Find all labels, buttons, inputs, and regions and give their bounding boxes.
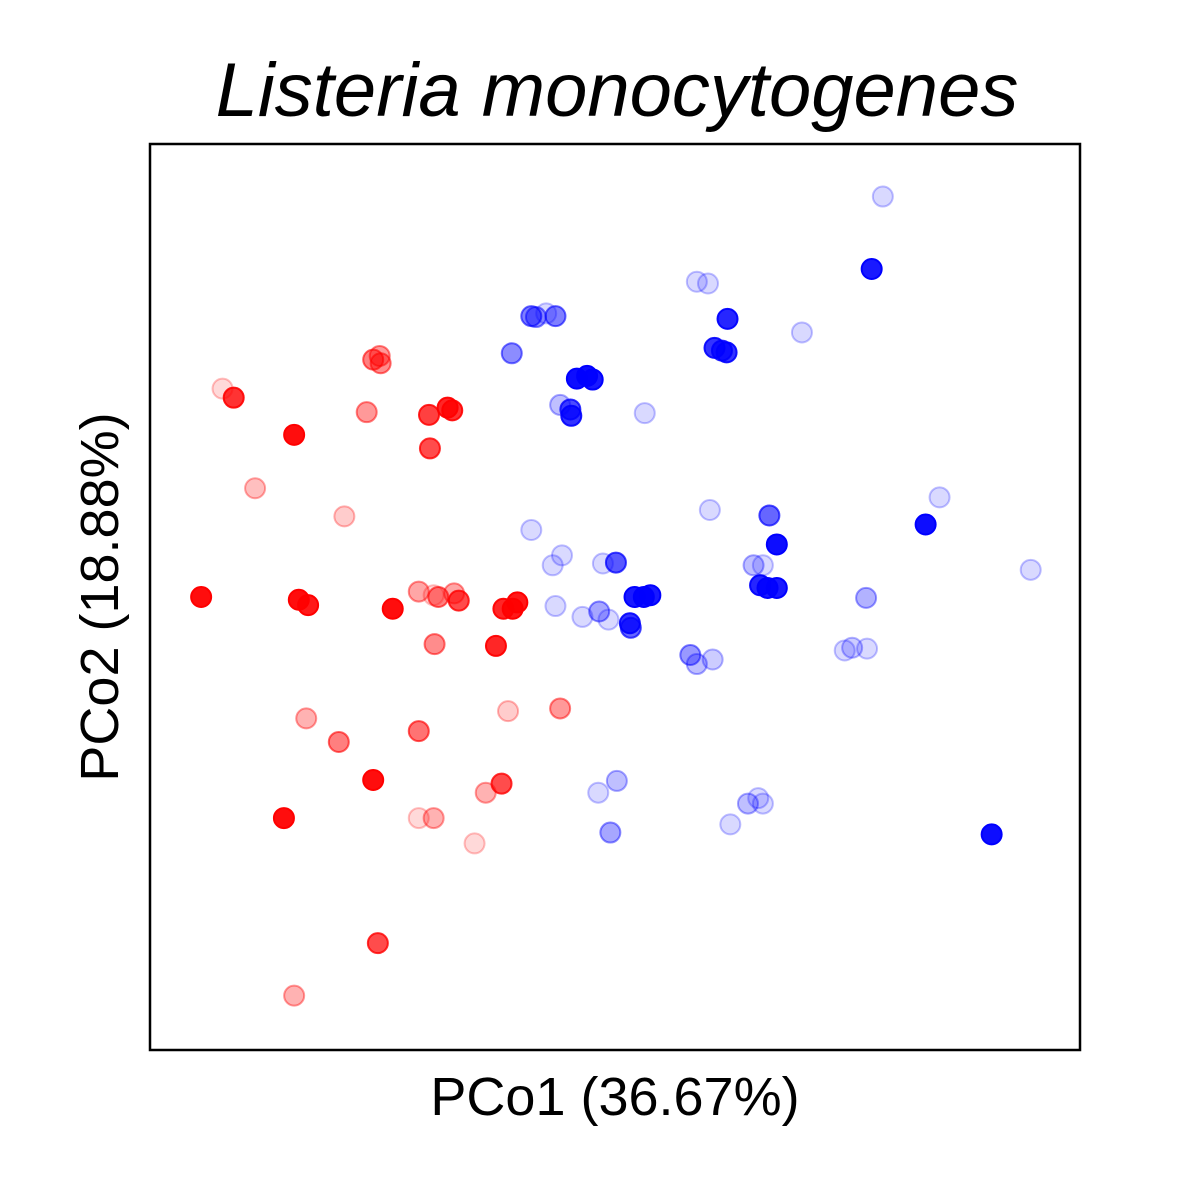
scatter-point <box>701 648 724 671</box>
scatter-point <box>297 594 320 617</box>
scatter-point <box>422 807 445 830</box>
scatter-point <box>500 342 523 365</box>
scatter-point <box>605 769 628 792</box>
scatter-point <box>447 589 470 612</box>
scatter-point <box>751 554 774 577</box>
scatter-point <box>366 932 389 955</box>
scatter-point <box>541 554 564 577</box>
scatter-point <box>544 595 567 618</box>
scatter-point <box>368 345 391 368</box>
scatter-point <box>736 792 759 815</box>
scatter-point <box>749 574 772 597</box>
scatter-point <box>474 781 497 804</box>
scatter-point <box>747 787 770 810</box>
scatter-point <box>860 258 883 281</box>
scatter-point <box>742 554 765 577</box>
scatter-point <box>222 386 245 409</box>
scatter-point <box>633 402 656 425</box>
scatter-point <box>520 518 543 541</box>
scatter-point <box>484 634 507 657</box>
scatter-point <box>685 270 708 293</box>
scatter-point <box>463 832 486 855</box>
scatter-point <box>283 423 306 446</box>
scatter-point <box>698 499 721 522</box>
scatter-point <box>758 504 781 527</box>
scatter-point <box>549 697 572 720</box>
scatter-point <box>928 486 951 509</box>
scatter-point <box>327 730 350 753</box>
scatter-point <box>639 584 662 607</box>
scatter-point <box>765 533 788 556</box>
scatter-point <box>490 772 513 795</box>
scatter-point <box>581 368 604 391</box>
scatter-point <box>833 639 856 662</box>
scatter-point <box>588 600 611 623</box>
scatter-point <box>715 341 738 364</box>
scatter-point <box>980 823 1003 846</box>
scatter-point <box>381 597 404 620</box>
scatter-point <box>597 608 620 631</box>
scatter-point <box>560 404 583 427</box>
scatter-point <box>618 612 641 635</box>
scatter-point <box>362 769 385 792</box>
scatter-point <box>407 720 430 743</box>
scatter-point <box>856 637 879 660</box>
scatter-point <box>355 401 378 424</box>
y-axis-label: PCo2 (18.88%) <box>70 412 130 781</box>
scatter-point <box>369 352 392 375</box>
scatter-point <box>333 505 356 528</box>
scatter-point <box>841 636 864 659</box>
plot-frame <box>148 142 1082 1052</box>
scatter-point <box>719 813 742 836</box>
scatter-point <box>587 781 610 804</box>
scatter-point <box>599 821 622 844</box>
scatter-point <box>1019 558 1042 581</box>
scatter-point <box>295 707 318 730</box>
scatter-point <box>716 307 739 330</box>
scatter-point <box>855 586 878 609</box>
scatter-point <box>679 643 702 666</box>
scatter-point <box>423 633 446 656</box>
scatter-point <box>283 984 306 1007</box>
x-axis-label: PCo1 (36.67%) <box>430 1067 799 1127</box>
scatter-point <box>427 586 450 608</box>
scatter-point <box>871 185 894 208</box>
scatter-point <box>497 700 520 723</box>
scatter-point <box>685 653 708 676</box>
scatter-point <box>506 591 529 614</box>
scatter-point <box>544 305 567 328</box>
scatter-point <box>697 272 719 295</box>
scatter-point <box>272 807 295 830</box>
scatter-point <box>751 792 774 815</box>
chart-title: Listeria monocytogenes <box>216 48 1019 133</box>
scatter-point <box>914 513 937 536</box>
data-points <box>190 185 1042 1007</box>
scatter-point <box>244 477 267 500</box>
scatter-point <box>571 605 594 628</box>
scatter-point <box>550 544 573 567</box>
scatter-point <box>407 807 430 830</box>
scatter-point <box>604 551 627 574</box>
scatter-point <box>418 403 440 426</box>
scatter-point <box>790 321 813 344</box>
scatter-point <box>190 586 213 608</box>
scatter-point <box>418 437 441 460</box>
scatter-point <box>520 305 543 328</box>
scatter-point <box>441 399 464 422</box>
